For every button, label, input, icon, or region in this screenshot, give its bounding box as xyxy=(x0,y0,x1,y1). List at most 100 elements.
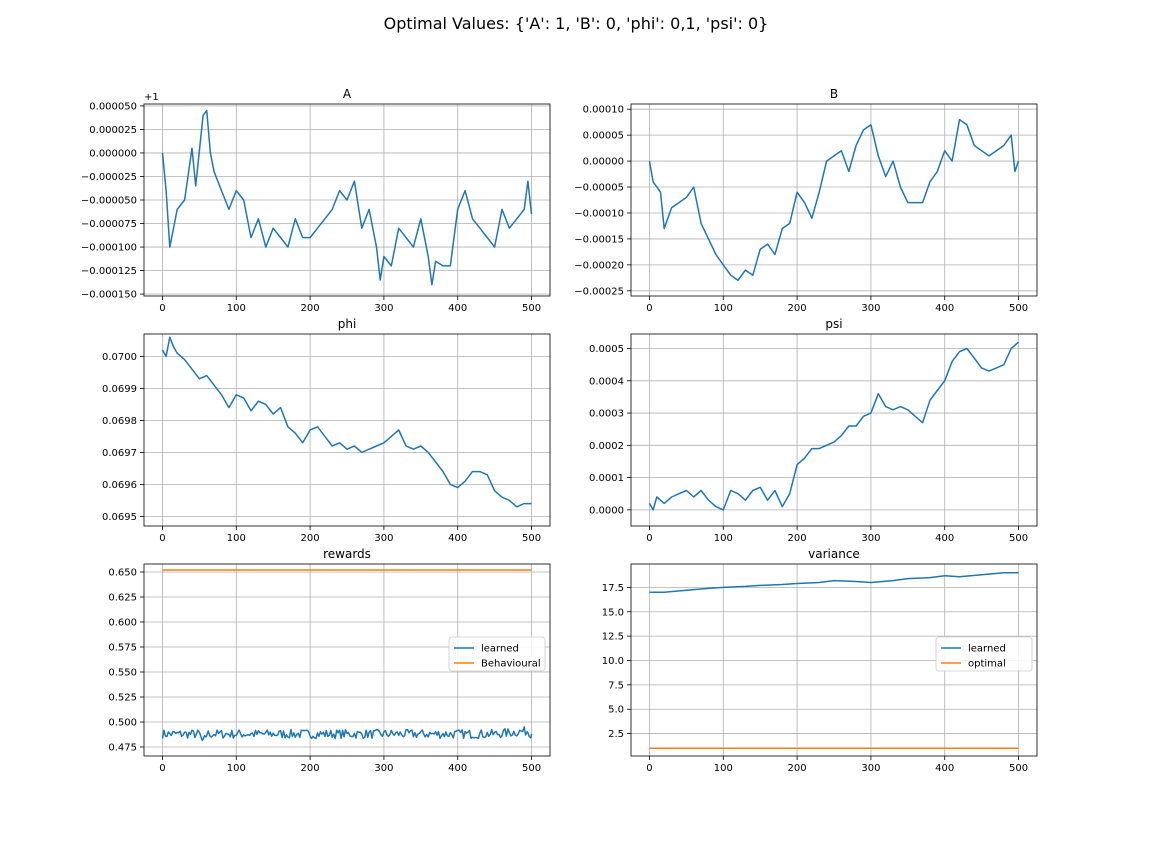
psi-ytick-label: 0.0004 xyxy=(589,376,624,387)
b-ytick-label: −0.00010 xyxy=(574,208,624,219)
variance-legend: learned optimal xyxy=(935,636,1033,672)
phi-title: phi xyxy=(338,317,357,331)
b-ytick-label: −0.00005 xyxy=(574,183,624,194)
variance-legend-label: learned xyxy=(968,644,1006,655)
phi-xtick-label: 300 xyxy=(374,533,393,544)
variance-xtick-label: 400 xyxy=(935,763,954,774)
rewards-ytick-label: 0.525 xyxy=(108,693,137,704)
rewards-axes-frame xyxy=(143,563,551,757)
psi-ytick-label: 0.0005 xyxy=(589,344,624,355)
a-series-line-0 xyxy=(161,109,533,286)
panel-rewards: 0 100 200 300 400 500 0.650 0.625 0.600 0.575 0.55… xyxy=(108,547,551,774)
b-xtick-label: 100 xyxy=(714,303,733,314)
psi-ytick-label: 0.0001 xyxy=(589,473,624,484)
variance-ytick-label: 17.5 xyxy=(602,583,624,594)
rewards-ytick-label: 0.475 xyxy=(108,743,137,754)
psi-xtick-label: 100 xyxy=(714,533,733,544)
phi-xtick-label: 400 xyxy=(448,533,467,544)
a-xtick-label: 400 xyxy=(448,303,467,314)
panel-a: 0 100 200 300 400 500 0.000050 0.000025 0.000000… xyxy=(81,87,551,314)
psi-series-line-0 xyxy=(648,341,1019,511)
a-title: A xyxy=(343,87,352,101)
b-title: B xyxy=(830,87,838,101)
a-ytick-label: −0.000125 xyxy=(81,266,137,277)
variance-xtick-label: 200 xyxy=(788,763,807,774)
rewards-xtick-label: 300 xyxy=(374,763,393,774)
rewards-legend-label: learned xyxy=(481,644,519,655)
rewards-xtick-label: 400 xyxy=(448,763,467,774)
psi-ytick-label: 0.0000 xyxy=(589,505,624,516)
a-ytick-label: 0.000000 xyxy=(89,148,137,159)
phi-ytick-label: 0.0696 xyxy=(102,480,137,491)
b-ytick-label: −0.00015 xyxy=(574,234,624,245)
psi-xtick-label: 300 xyxy=(861,533,880,544)
phi-xtick-label: 500 xyxy=(522,533,541,544)
rewards-xtick-label: 0 xyxy=(159,763,165,774)
variance-ytick-label: 10.0 xyxy=(602,656,624,667)
rewards-ytick-label: 0.600 xyxy=(108,618,137,629)
phi-ytick-label: 0.0700 xyxy=(102,352,137,363)
rewards-xtick-label: 200 xyxy=(301,763,320,774)
a-ytick-label: −0.000075 xyxy=(81,219,137,230)
rewards-legend-label: Behavioural xyxy=(481,659,541,670)
panel-variance: 0 100 200 300 400 500 17.5 15.0 12.5 10.0 7.5 5.0 2.… xyxy=(602,547,1038,774)
psi-title: psi xyxy=(825,317,842,331)
variance-xtick-label: 100 xyxy=(714,763,733,774)
variance-title: variance xyxy=(808,547,860,561)
a-xtick-label: 100 xyxy=(227,303,246,314)
rewards-ytick-label: 0.500 xyxy=(108,718,137,729)
b-axes-frame xyxy=(630,103,1038,297)
phi-xtick-label: 100 xyxy=(227,533,246,544)
variance-xtick-label: 500 xyxy=(1009,763,1028,774)
panel-phi: 0 100 200 300 400 500 0.0700 0.0699 0.0698 0.0697… xyxy=(102,317,551,544)
variance-ytick-label: 5.0 xyxy=(608,705,624,716)
variance-legend-label: optimal xyxy=(968,659,1006,670)
psi-axes-frame xyxy=(630,333,1038,527)
b-xtick-label: 200 xyxy=(788,303,807,314)
psi-xtick-label: 0 xyxy=(646,533,652,544)
phi-ytick-label: 0.0697 xyxy=(102,448,137,459)
a-xtick-label: 500 xyxy=(522,303,541,314)
rewards-xtick-label: 500 xyxy=(522,763,541,774)
phi-ytick-label: 0.0699 xyxy=(102,384,137,395)
rewards-ytick-label: 0.550 xyxy=(108,668,137,679)
variance-xtick-label: 0 xyxy=(646,763,652,774)
rewards-title: rewards xyxy=(323,547,371,561)
psi-xtick-label: 400 xyxy=(935,533,954,544)
phi-ytick-label: 0.0695 xyxy=(102,512,137,523)
variance-ytick-label: 15.0 xyxy=(602,607,624,618)
a-offset-text: +1 xyxy=(144,92,159,103)
phi-axes-frame xyxy=(143,333,551,527)
a-xtick-label: 200 xyxy=(301,303,320,314)
phi-xtick-label: 0 xyxy=(159,533,165,544)
phi-ytick-label: 0.0698 xyxy=(102,416,137,427)
b-xtick-label: 400 xyxy=(935,303,954,314)
rewards-legend: learned Behavioural xyxy=(448,636,546,672)
rewards-xtick-label: 100 xyxy=(227,763,246,774)
phi-series-line-0 xyxy=(161,336,532,508)
variance-ytick-label: 12.5 xyxy=(602,632,624,643)
panel-psi: 0 100 200 300 400 500 0.0005 0.0004 0.0003 0.0002… xyxy=(589,317,1038,544)
variance-ytick-label: 7.5 xyxy=(608,680,624,691)
a-xtick-label: 300 xyxy=(374,303,393,314)
b-ytick-label: −0.00020 xyxy=(574,260,624,271)
psi-xtick-label: 200 xyxy=(788,533,807,544)
phi-xtick-label: 200 xyxy=(301,533,320,544)
panel-b: 0 100 200 300 400 500 0.00010 0.00005 0.00000 −0.… xyxy=(574,87,1038,314)
b-xtick-label: 0 xyxy=(646,303,652,314)
psi-ytick-label: 0.0003 xyxy=(589,409,624,420)
a-ytick-label: 0.000050 xyxy=(89,101,137,112)
figure-suptitle: Optimal Values: {'A': 1, 'B': 0, 'phi': … xyxy=(384,14,769,33)
variance-axes-frame xyxy=(630,563,1038,757)
psi-ytick-label: 0.0002 xyxy=(589,441,624,452)
b-series-line-0 xyxy=(648,118,1020,282)
rewards-series-line-learned xyxy=(161,726,533,742)
psi-xtick-label: 500 xyxy=(1009,533,1028,544)
variance-ytick-label: 2.5 xyxy=(608,729,624,740)
a-ytick-label: −0.000100 xyxy=(81,243,137,254)
b-ytick-label: 0.00005 xyxy=(583,131,624,142)
b-xtick-label: 300 xyxy=(861,303,880,314)
a-ytick-label: 0.000025 xyxy=(89,125,137,136)
b-ytick-label: 0.00010 xyxy=(583,105,624,116)
